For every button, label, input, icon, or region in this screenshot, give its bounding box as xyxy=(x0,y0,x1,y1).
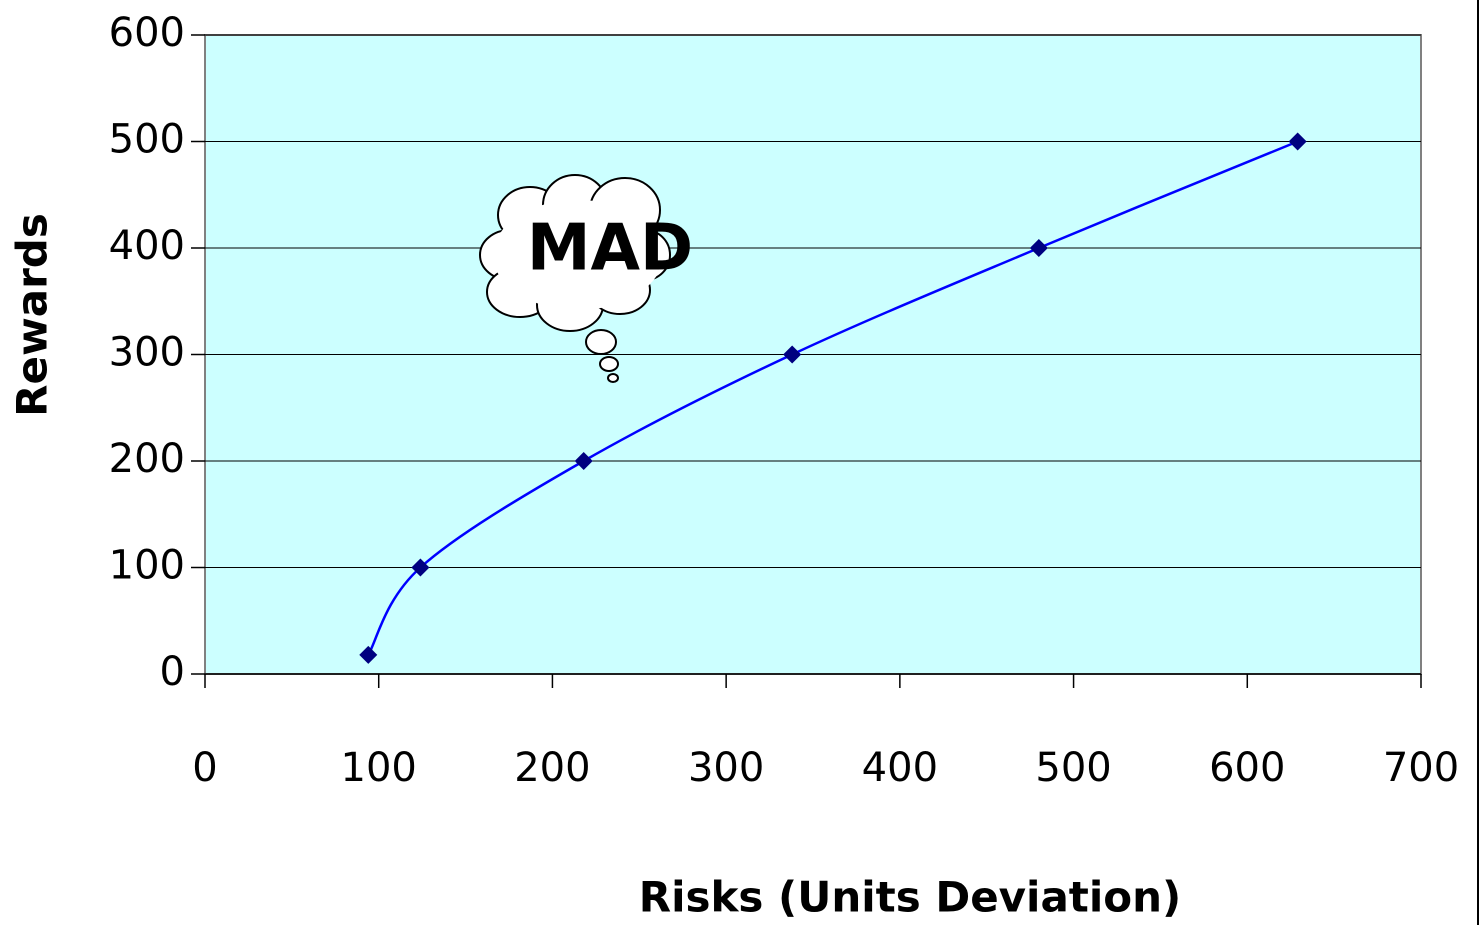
x-tick-label: 500 xyxy=(1035,745,1111,791)
y-tick-label: 200 xyxy=(109,436,185,482)
x-tick-label: 400 xyxy=(862,745,938,791)
x-axis-title: Risks (Units Deviation) xyxy=(639,873,1181,922)
y-axis-title: Rewards xyxy=(8,213,57,417)
x-tick-label: 200 xyxy=(514,745,590,791)
y-tick-label: 0 xyxy=(160,649,185,695)
x-tick-label: 700 xyxy=(1383,745,1459,791)
y-tick-label: 100 xyxy=(109,543,185,589)
annotation: MAD xyxy=(527,212,693,286)
y-tick-label: 600 xyxy=(109,10,185,56)
chart: Risks (Units Deviation) Rewards 0 100 200 3… xyxy=(0,0,1482,925)
y-tick-label: 300 xyxy=(109,330,185,376)
x-tick-label: 600 xyxy=(1209,745,1285,791)
y-tick-label: 400 xyxy=(109,223,185,269)
x-tick-label: 100 xyxy=(341,745,417,791)
y-tick-label: 500 xyxy=(109,117,185,163)
x-tick-label: 0 xyxy=(192,745,217,791)
x-tick-label: 300 xyxy=(688,745,764,791)
